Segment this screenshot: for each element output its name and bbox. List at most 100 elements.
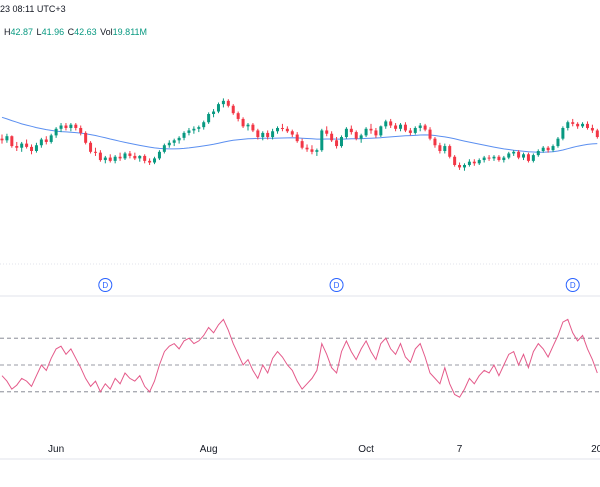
candle: [212, 109, 216, 118]
candle: [79, 125, 83, 136]
ohlc-close-label: C: [67, 27, 75, 37]
candle-body: [212, 111, 216, 114]
candle-body: [290, 131, 294, 135]
ohlc-low-label: L: [36, 27, 42, 37]
candle: [241, 117, 245, 128]
candle: [251, 123, 255, 133]
candle-body: [285, 128, 289, 132]
candle: [103, 155, 107, 164]
oscillator-line: [1, 318, 598, 398]
candle-body: [374, 130, 378, 136]
candle: [310, 145, 314, 155]
candle: [492, 155, 496, 161]
candle: [10, 135, 14, 148]
candle-body: [44, 139, 48, 142]
candle-body: [320, 130, 324, 151]
candle-body: [335, 140, 339, 147]
dividend-badge[interactable]: D: [329, 278, 344, 292]
candle: [364, 127, 368, 138]
candle-body: [103, 157, 107, 161]
candle: [226, 99, 230, 108]
dividend-badge[interactable]: D: [98, 278, 113, 292]
candle-body: [69, 124, 73, 128]
candle: [531, 153, 535, 163]
candle-body: [79, 127, 83, 133]
candle: [74, 123, 78, 131]
candle: [202, 120, 206, 130]
candle-body: [472, 161, 476, 164]
ohlc-volume-value: 19.811M: [112, 27, 148, 37]
candle-body: [310, 149, 314, 152]
candle-body: [590, 127, 594, 131]
candle-body: [300, 141, 304, 148]
candle-body: [157, 151, 161, 159]
candle: [585, 121, 589, 130]
candle-body: [462, 164, 466, 168]
candlestick-series: [0, 98, 599, 171]
candle: [394, 123, 398, 132]
candle: [20, 141, 24, 152]
candle: [128, 151, 132, 159]
candle: [374, 127, 378, 138]
candle-body: [197, 127, 201, 129]
candle-body: [344, 128, 348, 138]
candle-body: [492, 156, 496, 159]
candle-body: [305, 147, 309, 150]
candle: [280, 123, 284, 132]
candle: [49, 133, 53, 144]
candle: [221, 98, 225, 108]
candle: [300, 138, 304, 150]
candle: [389, 118, 393, 128]
candle: [59, 123, 63, 133]
candle: [325, 126, 329, 137]
candle-body: [276, 127, 280, 132]
candle: [517, 150, 521, 160]
candle-body: [241, 118, 245, 127]
candle-body: [551, 146, 555, 151]
candle-body: [512, 151, 516, 154]
candle: [344, 127, 348, 139]
candle-body: [25, 143, 29, 147]
candle: [276, 126, 280, 134]
candle-body: [231, 105, 235, 114]
dividend-badge[interactable]: D: [565, 278, 580, 292]
candle-body: [566, 122, 570, 128]
candle-body: [585, 123, 589, 128]
candle: [34, 142, 38, 153]
candle-body: [143, 155, 147, 161]
candle-body: [522, 154, 526, 158]
candle-body: [507, 153, 511, 158]
candle-body: [295, 134, 299, 142]
candle: [44, 136, 48, 145]
candle: [162, 143, 166, 154]
candle-body: [202, 122, 206, 128]
candle-body: [418, 125, 422, 128]
candle-body: [403, 124, 407, 131]
candle: [556, 137, 560, 148]
candle: [108, 154, 112, 163]
pane-separators: [0, 263, 600, 460]
candle: [497, 155, 501, 162]
moving-average-line: [1, 116, 598, 153]
candle-body: [221, 100, 225, 105]
candle-body: [153, 158, 157, 163]
candle: [153, 156, 157, 165]
candle: [566, 120, 570, 131]
candle-body: [133, 155, 137, 159]
candle-body: [354, 132, 358, 139]
candle-body: [98, 152, 102, 161]
candle-body: [330, 133, 334, 141]
candle-body: [113, 156, 117, 161]
candle: [5, 133, 9, 143]
candle: [30, 144, 34, 155]
candle: [487, 155, 491, 161]
ohlc-low-value: 41.96: [41, 27, 65, 37]
candle-body: [54, 128, 58, 136]
candle: [0, 134, 4, 144]
candle: [379, 125, 383, 138]
candle: [433, 137, 437, 148]
candle: [546, 146, 550, 153]
candle-body: [389, 121, 393, 126]
candle: [349, 125, 353, 135]
